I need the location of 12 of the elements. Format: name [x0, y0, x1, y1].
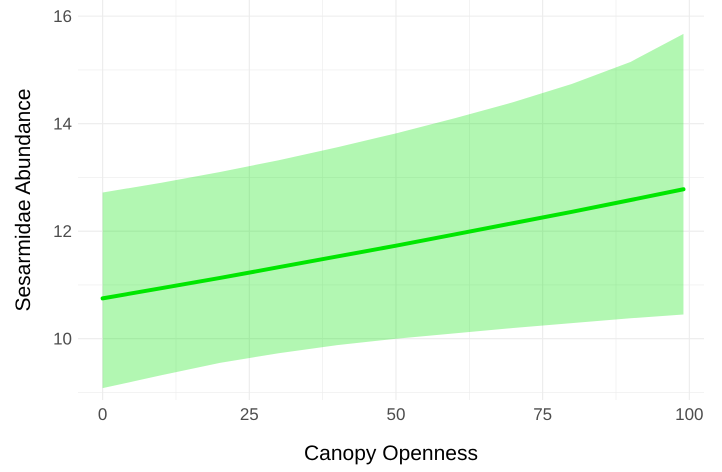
x-tick-label: 0 — [98, 405, 108, 424]
y-tick-label: 10 — [53, 330, 72, 349]
y-axis-title: Sesarmidae Abundance — [12, 88, 35, 312]
x-tick-label: 50 — [386, 405, 406, 424]
x-tick-label: 75 — [533, 405, 552, 424]
line-series — [100, 187, 686, 300]
y-tick-label: 12 — [53, 222, 72, 242]
y-tick-label: 14 — [53, 114, 72, 134]
x-tick-label: 25 — [240, 405, 259, 424]
x-tick-label: 100 — [675, 405, 704, 424]
y-tick-label: 16 — [53, 7, 72, 26]
x-axis-title: Canopy Openness — [304, 442, 478, 465]
